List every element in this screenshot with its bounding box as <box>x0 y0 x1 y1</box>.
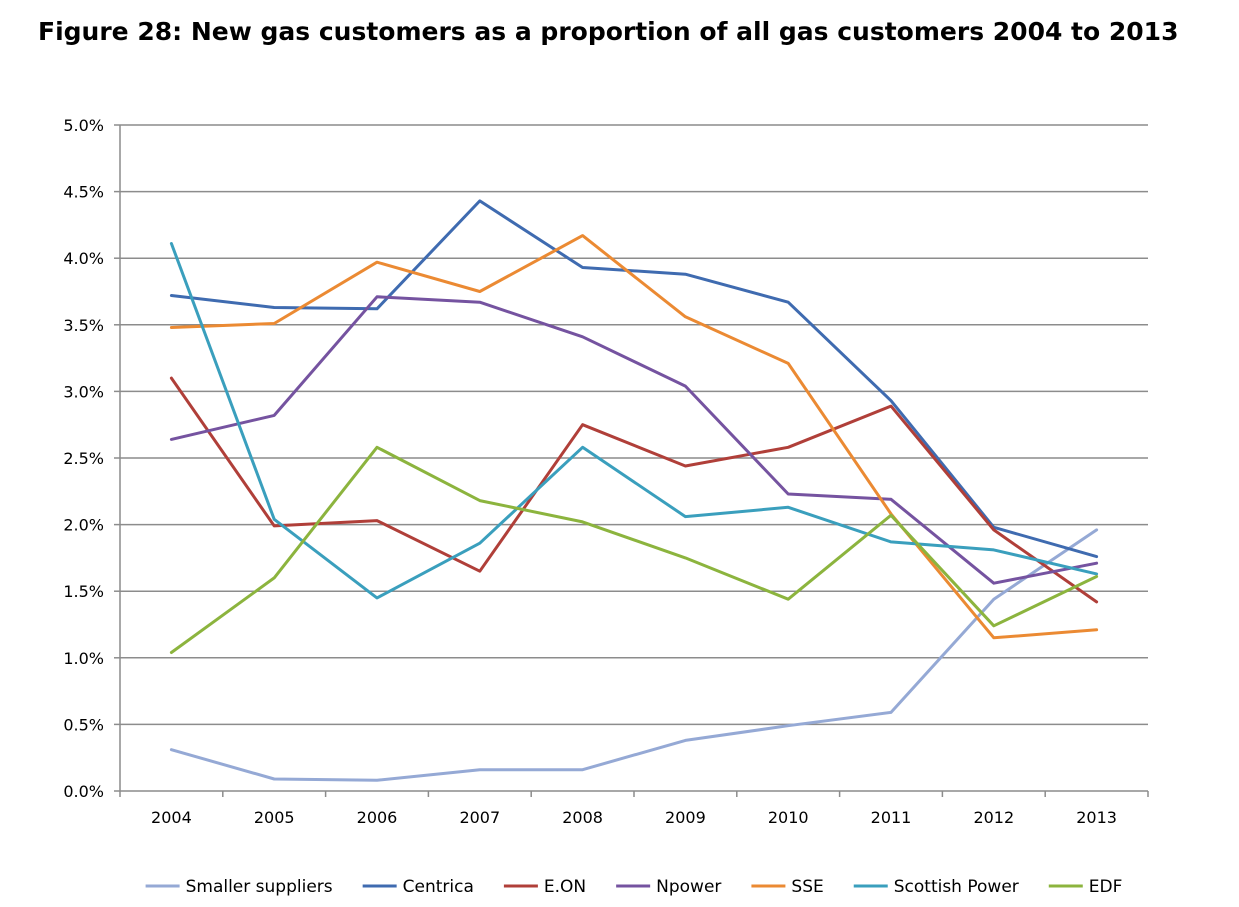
legend-item: Centrica <box>362 877 474 897</box>
series-line-sse <box>169 234 1099 640</box>
y-tick-label: 0.0% <box>63 782 104 801</box>
legend-item: E.ON <box>503 877 586 897</box>
x-tick-label: 2006 <box>357 808 398 827</box>
x-tick-label: 2012 <box>973 808 1014 827</box>
legend-label: Npower <box>656 877 721 897</box>
x-tick-label: 2010 <box>768 808 809 827</box>
legend-item: Smaller suppliers <box>145 877 333 897</box>
x-tick-label: 2008 <box>562 808 603 827</box>
legend-label: SSE <box>791 877 823 897</box>
y-tick-label: 4.5% <box>63 183 104 202</box>
gridlines <box>120 124 1148 726</box>
legend-item: SSE <box>751 877 824 897</box>
y-tick-label: 3.0% <box>63 382 104 401</box>
legend-item: Npower <box>616 877 721 897</box>
y-tick-label: 3.5% <box>63 316 104 335</box>
x-tick-label: 2011 <box>871 808 912 827</box>
y-tick-label: 4.0% <box>63 249 104 268</box>
series-lines <box>169 199 1099 782</box>
y-tick-label: 2.5% <box>63 449 104 468</box>
y-tick-label: 5.0% <box>63 116 104 135</box>
y-tick-label: 1.0% <box>63 649 104 668</box>
x-tick-label: 2009 <box>665 808 706 827</box>
series-line-smaller-suppliers <box>169 528 1099 782</box>
legend-label: Centrica <box>403 877 474 897</box>
legend-label: Smaller suppliers <box>186 877 333 897</box>
x-tick-label: 2004 <box>151 808 192 827</box>
series-line-scottish-power <box>169 242 1099 600</box>
legend: Smaller suppliers Centrica E.ON Npower SSE Sc… <box>145 877 1123 897</box>
legend-item: EDF <box>1048 877 1123 897</box>
x-tick-label: 2005 <box>254 808 295 827</box>
x-tick-label: 2007 <box>459 808 500 827</box>
x-tick-label: 2013 <box>1076 808 1117 827</box>
series-line-edf <box>169 445 1099 654</box>
legend-label: EDF <box>1089 877 1123 897</box>
legend-label: E.ON <box>544 877 586 897</box>
series-line-npower <box>169 295 1099 585</box>
series-line-e-on <box>169 376 1099 604</box>
series-line-centrica <box>169 199 1099 559</box>
legend-item: Scottish Power <box>853 877 1019 897</box>
legend-label: Scottish Power <box>894 877 1019 897</box>
chart-title: Figure 28: New gas customers as a propor… <box>38 17 1179 46</box>
y-tick-label: 1.5% <box>63 582 104 601</box>
axes: 0.0% 0.5% 1.0% 1.5% 2.0% 2.5% 3.0% 3.5% 4.0% 4.5%… <box>63 116 1149 827</box>
y-tick-label: 2.0% <box>63 516 104 535</box>
y-tick-label: 0.5% <box>63 715 104 734</box>
